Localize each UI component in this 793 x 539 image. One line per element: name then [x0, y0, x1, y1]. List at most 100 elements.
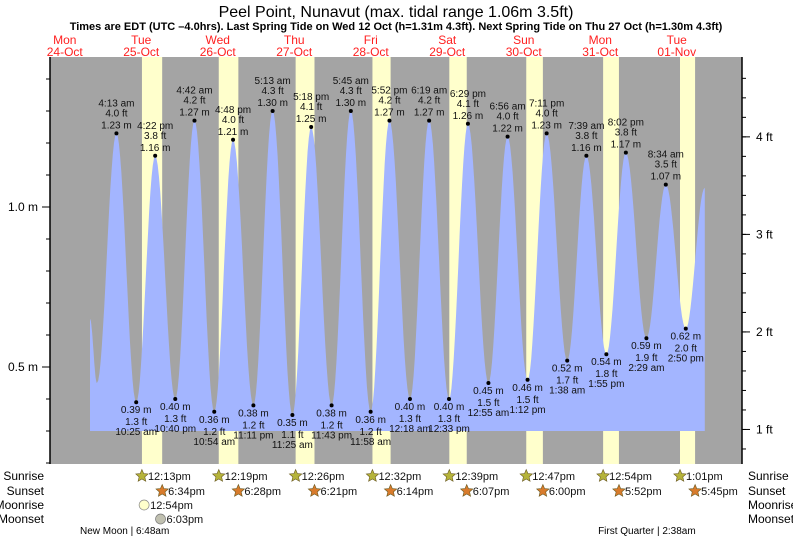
sunset-icon: [459, 483, 474, 497]
tide-label-ft: 1.7 ft: [556, 376, 578, 387]
sunrise-icon: [673, 468, 687, 482]
sunset-time: 5:52pm: [625, 486, 662, 498]
high-tide-point: [153, 153, 158, 158]
sun-moon-rows: SunriseSunriseSunsetSunsetMoonriseMoonri…: [0, 468, 793, 537]
tide-label-ft: 4.3 ft: [340, 86, 362, 97]
y-tick-label-m: 0.5 m: [8, 360, 38, 374]
low-tide-point: [407, 397, 412, 401]
tide-label-ft: 1.3 ft: [438, 414, 460, 425]
day-label-date: 01-Nov: [657, 45, 696, 59]
tide-label-ft: 1.8 ft: [595, 369, 617, 380]
day-label-date: 31-Oct: [582, 45, 619, 59]
sunrise-icon: [365, 468, 380, 482]
tide-label-ft: 1.3 ft: [125, 417, 147, 428]
low-tide-mark: 0.46 m1.5 ft1:12 pm: [510, 377, 546, 416]
tide-label-time: 12:55 am: [468, 408, 510, 419]
sunset-time: 6:28pm: [244, 486, 281, 498]
day-label-date: 25-Oct: [123, 45, 160, 59]
tide-label-time: 2:29 am: [628, 363, 664, 374]
tide-label-m: 1.16 m: [571, 143, 602, 154]
tide-label-m: 0.39 m: [121, 405, 152, 416]
tide-label-ft: 3.8 ft: [144, 131, 166, 142]
sunrise-time: 12:26pm: [302, 471, 345, 483]
y-tick-label-ft: 2 ft: [756, 325, 773, 339]
low-tide-point: [290, 413, 295, 417]
day-label-dow: Tue: [667, 33, 688, 47]
moon-phase-label: First Quarter | 2:38am: [598, 526, 696, 537]
sunset-time: 6:07pm: [473, 486, 510, 498]
day-label-date: 26-Oct: [200, 45, 237, 59]
tide-label-m: 1.07 m: [651, 172, 682, 183]
high-tide-point: [623, 150, 628, 155]
day-label-dow: Fri: [364, 33, 378, 47]
tide-label-ft: 1.2 ft: [242, 420, 264, 431]
sunset-time: 5:45pm: [701, 486, 738, 498]
low-tide-mark: 0.62 m2.0 ft2:50 pm: [668, 326, 704, 365]
high-tide-point: [465, 121, 470, 126]
tide-label-time: 12:33 pm: [428, 424, 470, 435]
sunrise-time: 12:39pm: [455, 471, 498, 483]
tide-label-time: 8:02 pm: [608, 118, 644, 129]
tide-label-time: 5:18 pm: [293, 92, 329, 103]
sunrise-time: 12:19pm: [225, 471, 268, 483]
low-tide-point: [368, 409, 373, 414]
high-tide-mark: 6:56 am4.0 ft1.22 m: [490, 102, 526, 139]
day-label-date: 29-Oct: [429, 45, 466, 59]
tide-label-time: 7:11 pm: [529, 98, 564, 109]
moonrise-time: 12:54pm: [150, 500, 193, 512]
row-label-moonset-right: Moonset: [748, 512, 793, 526]
high-tide-point: [270, 109, 275, 113]
high-tide-mark: 5:45 am4.3 ft1.30 m: [333, 76, 369, 113]
tide-label-m: 0.40 m: [434, 402, 465, 413]
day-label-date: 27-Oct: [276, 45, 313, 59]
high-tide-point: [309, 125, 314, 129]
tide-label-ft: 1.1 ft: [281, 430, 303, 441]
row-label-sunrise: Sunrise: [3, 469, 44, 483]
high-tide-mark: 5:18 pm4.1 ft1.25 m: [293, 92, 329, 129]
tide-label-time: 7:39 am: [568, 121, 604, 132]
high-tide-point: [192, 118, 197, 123]
high-tide-point: [387, 118, 392, 123]
low-tide-point: [134, 400, 139, 405]
high-tide-mark: 7:11 pm4.0 ft1.23 m: [529, 98, 564, 136]
row-label-sunset: Sunset: [7, 484, 45, 498]
sunrise-icon: [596, 468, 611, 482]
high-tide-mark: 6:19 am4.2 ft1.27 m: [411, 86, 447, 123]
day-label-date: 28-Oct: [353, 45, 390, 59]
moonrise-icon: [138, 499, 150, 511]
tide-label-ft: 4.2 ft: [378, 96, 400, 107]
tide-label-m: 1.23 m: [101, 120, 132, 131]
high-tide-point: [427, 118, 432, 123]
tide-label-m: 0.45 m: [473, 386, 504, 397]
sunrise-time: 12:32pm: [378, 471, 421, 483]
low-tide-mark: 0.52 m1.7 ft1:38 am: [549, 358, 585, 397]
tide-label-m: 0.38 m: [238, 408, 269, 419]
sunrise-time: 12:54pm: [609, 471, 652, 483]
y-tick-label-ft: 3 ft: [756, 227, 773, 241]
sunrise-icon: [135, 468, 149, 482]
sunset-time: 6:21pm: [320, 486, 357, 498]
sunrise-icon: [519, 468, 534, 482]
tide-label-ft: 1.2 ft: [320, 420, 342, 431]
tide-label-m: 0.36 m: [199, 415, 230, 426]
tide-label-ft: 4.0 ft: [222, 115, 244, 126]
high-tide-mark: 4:13 am4.0 ft1.23 m: [98, 98, 135, 136]
tide-label-time: 1:38 am: [549, 386, 585, 397]
sunset-icon: [155, 483, 170, 497]
row-label-sunset-right: Sunset: [748, 484, 786, 498]
sunset-icon: [688, 483, 703, 497]
sunset-icon: [535, 483, 550, 497]
moon-phase-label: New Moon | 6:48am: [80, 526, 169, 537]
day-label-date: 30-Oct: [506, 45, 543, 59]
sunset-icon: [231, 483, 246, 497]
y-tick-label-ft: 1 ft: [756, 422, 773, 436]
high-tide-point: [544, 131, 549, 136]
tide-label-ft: 1.3 ft: [399, 414, 421, 425]
sunset-time: 6:34pm: [168, 486, 205, 498]
tide-label-time: 1:12 pm: [510, 405, 546, 416]
tide-label-time: 6:19 am: [411, 86, 447, 97]
